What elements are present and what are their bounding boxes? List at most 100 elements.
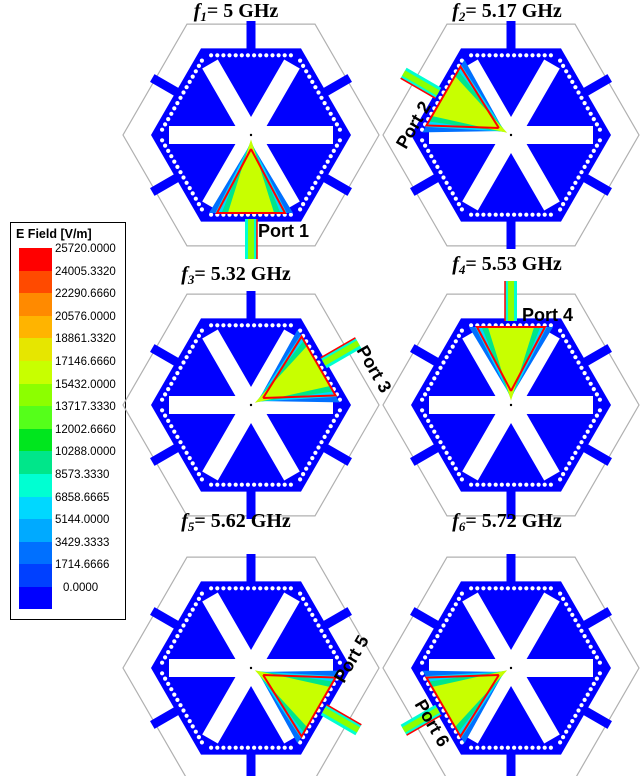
feed-stub [506, 221, 516, 249]
feed-stub [583, 344, 612, 366]
legend-value: 22290.6660 [55, 288, 116, 301]
frequency-value: = 5 GHz [206, 0, 279, 22]
feed-stub [150, 444, 179, 466]
legend-swatch [19, 519, 52, 542]
legend-value: 12002.6660 [55, 423, 116, 436]
feed-stub [410, 174, 439, 196]
field-hotspot [254, 329, 362, 403]
frequency-value: = 5.72 GHz [465, 510, 562, 532]
legend-value: 6858.6665 [55, 491, 110, 504]
feed-stub [583, 74, 612, 96]
field-hotspot [469, 281, 553, 401]
feed-stub [323, 607, 352, 629]
feed-stub [150, 174, 179, 196]
outer-hexagon [382, 556, 640, 776]
legend-swatch [19, 248, 52, 271]
legend-swatch [19, 474, 52, 497]
feed-stub [410, 344, 439, 366]
feed-stub [506, 491, 516, 519]
via-row [160, 53, 342, 217]
legend-value: 15432.0000 [55, 378, 116, 391]
field-hotspot [400, 670, 508, 744]
feed-stub [246, 554, 256, 582]
feed-stub [583, 444, 612, 466]
frequency-subscript: 2 [458, 9, 466, 24]
legend-value: 8573.3330 [55, 469, 110, 481]
feed-stub [150, 344, 179, 366]
frequency-subscript: 1 [200, 9, 207, 24]
feed-stub [506, 554, 516, 582]
feed-stub [583, 174, 612, 196]
legend-swatch [19, 315, 52, 339]
legend-value: 10288.0000 [55, 446, 116, 459]
field-hotspot [400, 59, 508, 133]
legend-value: 18861.3320 [55, 333, 116, 346]
legend-swatch [19, 361, 52, 384]
legend-swatch [19, 293, 52, 316]
via-row [160, 323, 342, 487]
frequency-title: f5= 5.62 GHz [181, 510, 291, 535]
feed-stub [246, 754, 256, 776]
legend-swatch [19, 383, 52, 407]
frequency-subscript: 3 [187, 272, 195, 287]
frequency-title: f6= 5.72 GHz [452, 510, 562, 535]
frequency-subscript: 4 [458, 262, 466, 277]
feed-stub [583, 607, 612, 629]
frequency-title: f3= 5.32 GHz [181, 263, 291, 288]
legend-value: 13717.3330 [55, 401, 116, 414]
field-hotspot [209, 139, 293, 259]
frequency-symbol: f [193, 0, 201, 22]
feed-stub [583, 707, 612, 729]
feed-stub [410, 444, 439, 466]
frequency-title: f1= 5 GHz [194, 0, 279, 25]
outer-hexagon [122, 293, 380, 517]
field-hotspot [254, 670, 362, 744]
feed-stub [246, 21, 256, 49]
feed-stub [150, 707, 179, 729]
outer-hexagon [122, 23, 380, 247]
legend-swatch [19, 564, 52, 587]
outer-hexagon [382, 293, 640, 517]
legend-swatch [19, 270, 52, 294]
legend-swatch [19, 587, 52, 609]
legend-value: 24005.3320 [55, 265, 116, 278]
port-label: Port 4 [522, 305, 574, 325]
legend-value: 20576.0000 [55, 310, 116, 323]
legend-swatch [19, 428, 52, 452]
frequency-symbol: f [452, 253, 459, 275]
frequency-value: = 5.17 GHz [465, 0, 562, 22]
via-row [420, 586, 603, 750]
frequency-symbol: f [181, 263, 188, 285]
frequency-value: = 5.62 GHz [194, 510, 291, 532]
feed-stub [246, 491, 256, 519]
legend-value: 25720.0000 [55, 243, 116, 255]
feed-stub [150, 607, 179, 629]
legend-swatch [19, 451, 52, 474]
frequency-symbol: f [452, 0, 459, 22]
outer-hexagon [122, 556, 380, 776]
feed-stub [323, 444, 352, 466]
legend-swatch [19, 541, 52, 565]
legend-value: 17146.6660 [55, 356, 116, 368]
frequency-title: f2= 5.17 GHz [452, 0, 562, 25]
frequency-subscript: 6 [458, 519, 466, 534]
outer-hexagon [382, 23, 640, 247]
legend-value: 3429.3333 [55, 536, 110, 549]
feed-stub [506, 754, 516, 776]
legend-swatch [19, 496, 52, 520]
frequency-value: = 5.53 GHz [465, 253, 562, 275]
legend-swatch [19, 406, 52, 429]
feed-stub [323, 174, 352, 196]
frequency-value: = 5.32 GHz [194, 263, 291, 285]
feed-stub [246, 291, 256, 319]
feed-stub [506, 21, 516, 49]
legend-value: 5144.0000 [55, 514, 110, 527]
legend-value: 1714.6666 [55, 559, 110, 572]
frequency-subscript: 5 [187, 519, 195, 534]
